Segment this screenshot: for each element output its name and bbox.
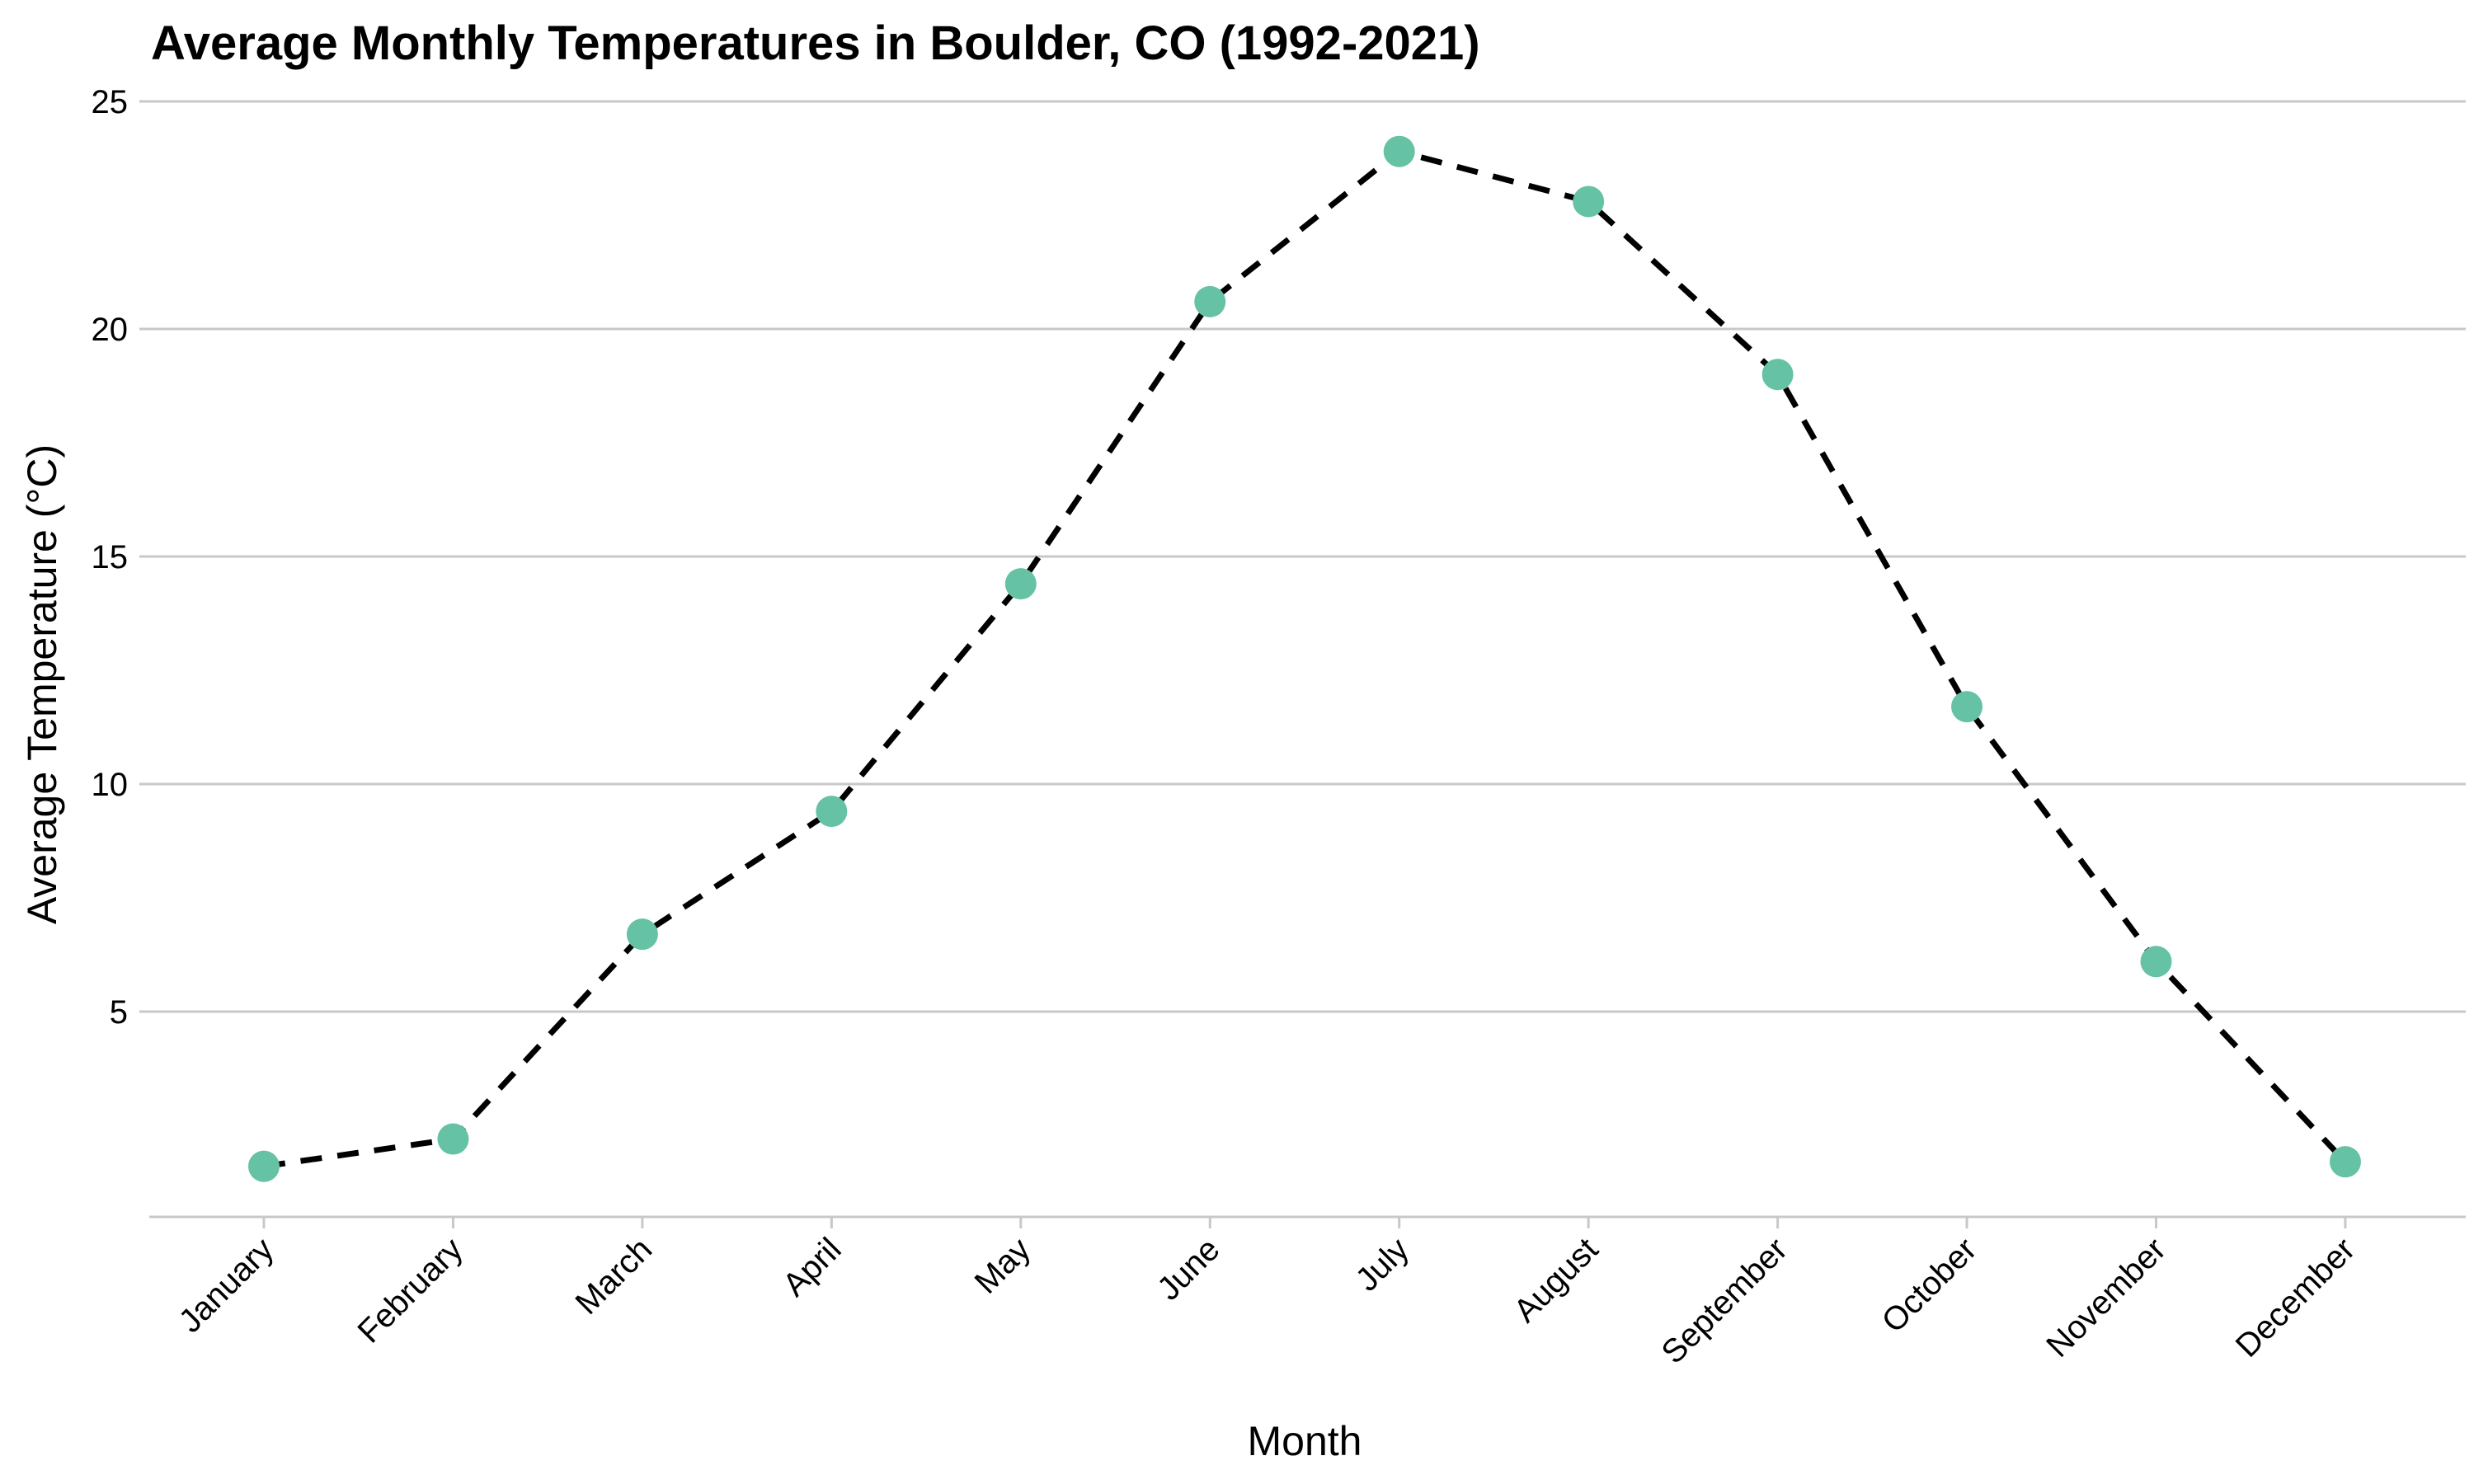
x-tick-label: August [1507,1231,1605,1329]
data-points [248,135,2361,1182]
data-point [1573,186,1605,218]
data-point [437,1123,469,1155]
x-tick-label: October [1875,1231,1984,1340]
x-tick-label: May [968,1231,1038,1301]
y-tick-label: 10 [92,767,129,803]
data-point [1004,568,1037,600]
x-tick-label: February [351,1231,470,1350]
x-tick-label: September [1654,1231,1794,1370]
x-tick-label: January [172,1231,281,1340]
data-point [248,1150,280,1182]
y-axis-label: Average Temperature (°C) [19,444,65,924]
x-tick-labels: January February March April May June July Augu… [172,1217,2363,1371]
temperature-series-line [263,148,2348,1170]
x-tick-label: December [2229,1231,2363,1364]
x-tick-label: March [569,1231,660,1322]
data-point [1951,691,1983,723]
y-tick-label: 25 [92,84,129,120]
x-axis-label: Month [1248,1418,1362,1464]
x-tick-label: April [776,1231,849,1303]
y-tick-labels: 5 10 15 20 25 [92,84,129,1031]
y-tick-label: 20 [92,312,129,348]
data-point [2329,1146,2361,1178]
chart-title: Average Monthly Temperatures in Boulder,… [151,16,1480,70]
y-tick-label: 5 [110,994,128,1031]
x-tick-label: June [1150,1231,1226,1307]
data-point [626,918,658,951]
grid-layer [139,100,2466,1013]
x-tick-label: November [2039,1231,2173,1364]
data-point [1383,135,1415,167]
data-point [1761,359,1794,391]
data-point [816,796,848,828]
data-point [1194,285,1226,317]
x-tick-label: July [1349,1231,1416,1298]
y-tick-label: 15 [92,539,129,575]
data-point [2140,946,2172,978]
